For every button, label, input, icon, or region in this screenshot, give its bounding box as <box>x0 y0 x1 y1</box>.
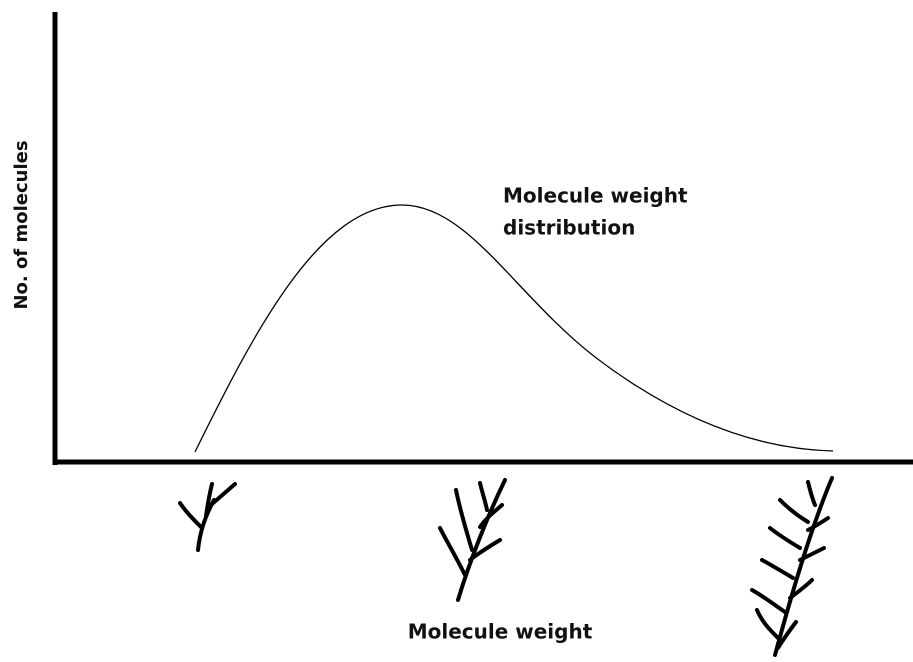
curve-label-line: distribution <box>503 216 635 240</box>
page: No. of molecules Molecule weight Molecul… <box>0 0 913 658</box>
distribution-curve <box>195 205 833 452</box>
x-axis-label: Molecule weight <box>408 620 593 644</box>
small-molecule-icon <box>180 484 235 550</box>
curve-label-line: Molecule weight <box>503 184 688 208</box>
y-axis-label: No. of molecules <box>11 140 32 309</box>
large-molecule-icon <box>752 478 832 655</box>
medium-molecule-icon <box>440 480 505 600</box>
diagram: No. of molecules Molecule weight Molecul… <box>0 0 913 658</box>
